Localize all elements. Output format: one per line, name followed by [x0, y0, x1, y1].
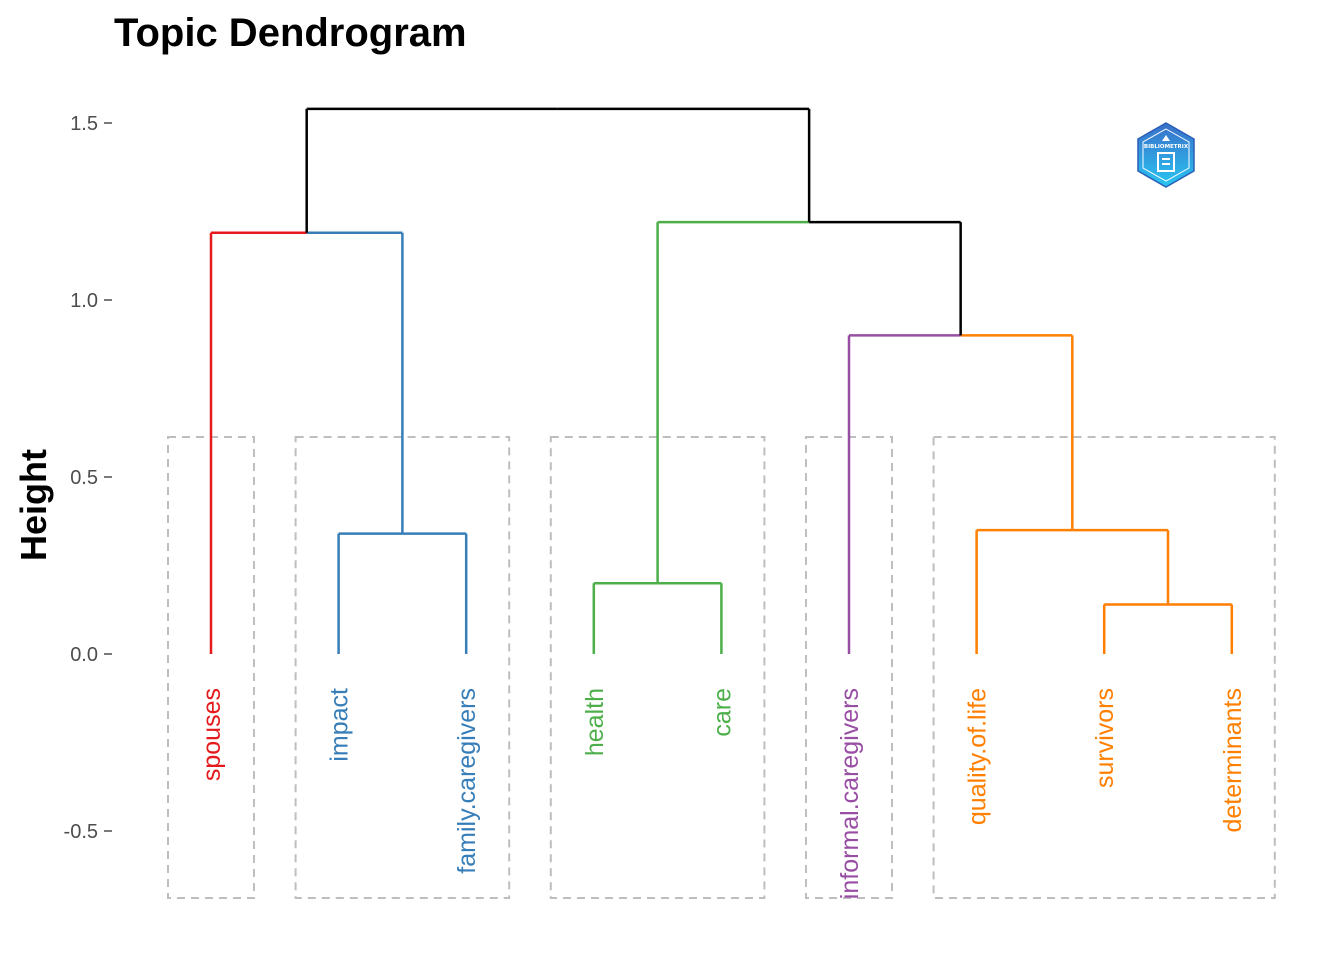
leaf-label: spouses	[198, 688, 226, 781]
y-tick-label: 1.0	[70, 290, 98, 312]
cluster-boxes	[167, 436, 1276, 899]
y-tick-label: -0.5	[64, 821, 98, 843]
leaf-label: impact	[326, 688, 354, 762]
bibliometrix-logo: BIBLIOMETRIX	[1137, 122, 1195, 188]
leaf-label: quality.of.life	[964, 688, 992, 825]
chart-title: Topic Dendrogram	[114, 11, 467, 55]
leaf-label: care	[708, 688, 736, 737]
y-tick-label: 1.5	[70, 113, 98, 135]
leaf-label: determinants	[1219, 688, 1247, 833]
logo-text: BIBLIOMETRIX	[1144, 144, 1189, 150]
cluster-box	[932, 436, 1276, 899]
y-tick-label: 0.0	[70, 644, 98, 666]
leaf-label: health	[581, 688, 609, 756]
leaf-label: informal.caregivers	[836, 688, 864, 899]
leaf-labels: spouses impact family.caregivers health care…	[198, 688, 1247, 899]
y-axis: -0.5 0.0 0.5 1.0 1.5	[64, 113, 112, 843]
leaf-label: family.caregivers	[453, 688, 481, 874]
leaf-label: survivors	[1091, 688, 1119, 788]
y-axis-label: Height	[13, 449, 54, 561]
dendrogram-branches	[209, 107, 1234, 654]
y-tick-label: 0.5	[70, 467, 98, 489]
